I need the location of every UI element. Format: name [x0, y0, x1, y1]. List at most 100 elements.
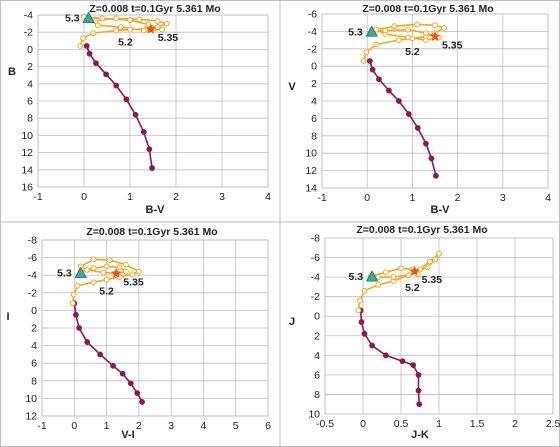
x-tick-label: 4 [265, 191, 271, 203]
panel-v-vs-bv: Z=0.008 t=0.1Gyr 5.361 Mo -6-4-202468101… [288, 3, 551, 216]
x-tick-label: 0 [81, 191, 87, 203]
data-point [154, 18, 161, 24]
data-point [127, 17, 133, 24]
data-point [373, 41, 380, 48]
y-tick-label: 4 [31, 340, 37, 352]
x-tick-label: 0.5 [394, 418, 409, 430]
x-tick-label: -1 [33, 191, 42, 203]
y-tick-label: 8 [314, 389, 320, 401]
x-tick-label: 2.5 [546, 418, 560, 430]
data-point [441, 25, 447, 31]
x-tick-label: 0 [364, 192, 370, 204]
marker-label: 5.2 [405, 282, 420, 294]
x-tick-label: 2 [136, 420, 142, 432]
data-point [127, 380, 134, 387]
data-point [355, 307, 362, 314]
y-tick-label: 6 [27, 96, 33, 108]
x-tick-label: 0 [360, 418, 366, 430]
y-tick-label: -4 [24, 10, 33, 22]
data-point [127, 26, 133, 33]
data-point [424, 264, 431, 271]
chart-title: Z=0.008 t=0.1Gyr 5.361 Mo [362, 3, 493, 15]
y-tick-label: 4 [27, 78, 33, 90]
data-point [361, 287, 368, 294]
triangle-marker [82, 11, 95, 23]
data-point [375, 282, 382, 288]
data-point [116, 264, 123, 271]
data-point [390, 274, 397, 281]
data-point [360, 58, 367, 64]
data-point [163, 20, 170, 27]
data-point [376, 76, 382, 83]
data-point [83, 43, 90, 49]
data-point [123, 96, 130, 103]
data-point [405, 272, 412, 279]
data-point [69, 300, 76, 307]
y-tick-label: -4 [28, 270, 37, 282]
data-point [84, 267, 91, 273]
x-tick-label: 5 [233, 420, 239, 432]
y-tick-label: 6 [311, 113, 317, 125]
data-point [404, 26, 411, 33]
y-axis-label: V [288, 81, 296, 93]
data-point [432, 22, 438, 29]
y-tick-label: 0 [311, 61, 317, 73]
data-point [119, 370, 126, 377]
data-point [136, 16, 143, 23]
x-tick-label: 6 [265, 420, 271, 432]
triangle-marker [365, 25, 378, 37]
y-tick-label: -6 [308, 9, 317, 21]
data-point [432, 256, 439, 263]
y-tick-label: 4 [311, 96, 317, 108]
x-tick-label: 3 [219, 191, 225, 203]
data-point [414, 125, 421, 131]
triangle-marker [74, 266, 87, 278]
series-line [369, 60, 437, 177]
data-point [113, 82, 120, 89]
data-point [415, 371, 422, 378]
y-tick-label: -4 [311, 272, 320, 284]
y-tick-label: 2 [314, 330, 320, 342]
x-axis-label: B-V [146, 204, 166, 216]
y-tick-label: -8 [311, 233, 320, 245]
y-tick-label: 8 [31, 375, 37, 387]
data-point [428, 155, 435, 162]
x-tick-label: -1 [37, 420, 46, 432]
y-tick-label: -4 [308, 26, 317, 38]
data-point [398, 265, 404, 272]
y-tick-label: -2 [24, 27, 33, 39]
data-point [74, 282, 81, 289]
data-point [367, 58, 373, 64]
data-point [410, 362, 417, 369]
data-point [414, 21, 420, 28]
series-line [73, 303, 143, 403]
marker-label: 5.35 [442, 40, 463, 52]
marker-label: 5.35 [158, 32, 179, 44]
data-point [134, 390, 141, 397]
y-axis-label: I [6, 311, 9, 323]
data-point [382, 352, 389, 359]
marker-label: 5.2 [405, 46, 420, 58]
y-tick-label: 2 [311, 78, 317, 90]
y-tick-label: -2 [28, 287, 37, 299]
x-tick-label: 3 [500, 192, 506, 204]
y-tick-label: 2 [31, 323, 37, 335]
x-tick-label: -1 [317, 192, 326, 204]
data-point [395, 37, 402, 43]
data-point [117, 24, 124, 30]
data-point [135, 268, 142, 275]
marker-label: 5.3 [57, 267, 72, 279]
data-point [100, 269, 107, 276]
data-point [93, 60, 99, 67]
data-point [369, 342, 376, 349]
marker-label: 5.2 [99, 285, 114, 297]
data-point [423, 140, 429, 147]
data-point [94, 22, 101, 29]
triangle-marker [365, 270, 379, 282]
data-point [140, 27, 147, 34]
marker-label: 5.35 [422, 274, 443, 286]
data-point [106, 257, 113, 264]
y-tick-label: -6 [28, 252, 37, 264]
data-point [70, 291, 77, 298]
